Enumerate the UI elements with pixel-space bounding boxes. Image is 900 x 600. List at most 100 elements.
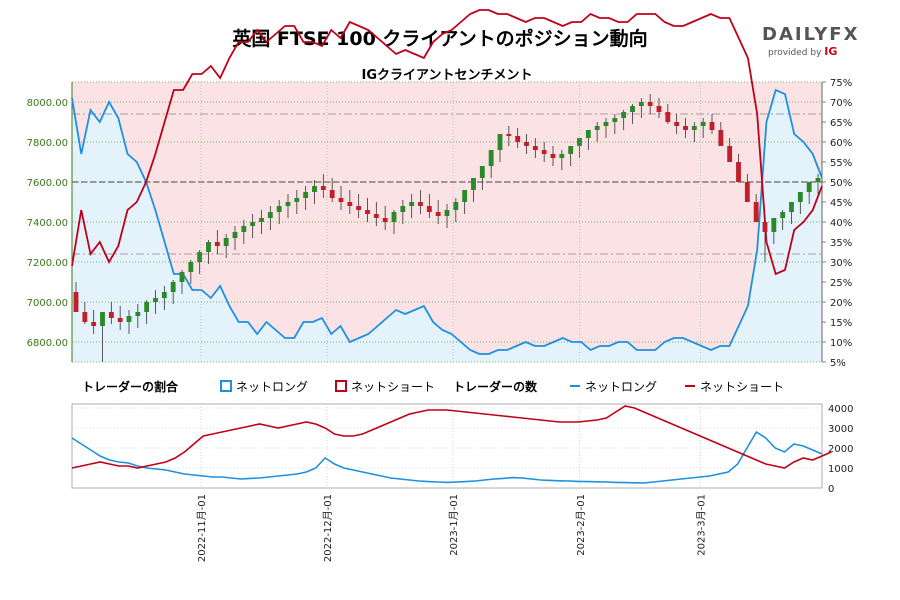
legend-ratio-short-label: ネットショート [351, 380, 435, 394]
candle-body [197, 252, 203, 262]
candle-body [541, 150, 547, 154]
ig-brand: IG [824, 45, 838, 58]
percent-tick-label: 30% [830, 258, 852, 269]
candle-body [206, 242, 211, 252]
candle-body [276, 206, 282, 212]
candle-body [497, 134, 503, 150]
date-tick-label: 2022-12月-01 [322, 494, 334, 562]
candle-body [806, 182, 812, 192]
percent-tick-label: 35% [830, 238, 852, 249]
candle-body [82, 312, 88, 322]
candle-body [170, 282, 176, 292]
candle-body [479, 166, 485, 178]
candle-body [727, 146, 733, 162]
candle-body [409, 202, 415, 206]
count-tick-label: 2000 [828, 444, 853, 455]
price-tick-label: 7800.00 [27, 138, 68, 149]
candle-body [435, 212, 441, 216]
net-short-line [71, 9, 823, 276]
candle-body [329, 190, 335, 198]
percent-tick-label: 40% [830, 218, 852, 229]
candle-body [815, 178, 821, 182]
count-tick-label: 3000 [828, 424, 853, 435]
candle-body [638, 102, 644, 106]
price-tick-label: 7200.00 [27, 258, 68, 269]
count-short-line [71, 405, 832, 469]
candle-body [365, 210, 370, 214]
candle-body [585, 130, 591, 138]
candle-body [762, 222, 768, 232]
candle-body [135, 312, 141, 316]
long-region-bg [72, 90, 822, 362]
percent-tick-label: 65% [830, 118, 852, 129]
price-tick-label: 6800.00 [27, 338, 68, 349]
candle-body [630, 106, 635, 112]
candle-body [285, 202, 291, 206]
candle-body [73, 292, 79, 312]
candle-body [718, 130, 724, 146]
candle-body [647, 102, 653, 106]
candle-body [400, 206, 406, 212]
legend-count-short-label: ネットショート [700, 380, 784, 394]
candle-body [603, 122, 609, 126]
candle-body [753, 202, 759, 222]
candle-body [250, 222, 256, 226]
candle-body [488, 150, 494, 166]
candle-body [356, 206, 362, 210]
count-tick-label: 0 [828, 484, 834, 495]
candle-body [188, 262, 194, 272]
candle-body [373, 214, 379, 218]
main-plot: 6800.00 7000.00 7200.00 7400.00 7600.00 7800.… [27, 9, 852, 369]
percent-tick-label: 55% [830, 158, 852, 169]
legend-ratio-long-swatch [220, 380, 232, 392]
candle-body [232, 232, 238, 238]
trader-count-plot: 0 1000 2000 3000 4000 2022-11月-01 2022-12月-01 2… [71, 403, 853, 562]
sentiment-subtitle: IGクライアントセンチメント [361, 68, 533, 83]
candle-body [789, 202, 794, 212]
candle-body [691, 126, 697, 130]
candle-body [91, 322, 97, 326]
candle-body [515, 136, 521, 142]
candle-body [559, 154, 565, 158]
candle-body [338, 198, 344, 202]
candle-body [797, 192, 803, 202]
count-tick-label: 4000 [828, 404, 853, 415]
legend-count-title: トレーダーの数 [453, 379, 538, 394]
count-tick-label: 1000 [828, 464, 853, 475]
candle-body [453, 202, 459, 210]
logo-provided-by: provided by IG [768, 45, 838, 58]
percent-tick-label: 45% [830, 198, 852, 209]
date-tick-label: 2023-1月-01 [448, 494, 460, 556]
candle-body [214, 242, 220, 246]
candle-body [771, 218, 777, 232]
candle-body [223, 238, 229, 246]
date-tick-label: 2023-3月-01 [696, 494, 708, 556]
percent-tick-label: 15% [830, 318, 852, 329]
candle-body [179, 272, 185, 282]
candle-body [312, 186, 317, 192]
candle-body [347, 202, 353, 206]
candle-body [153, 298, 158, 302]
candle-body [117, 318, 123, 322]
candle-body [126, 316, 132, 322]
price-tick-label: 7600.00 [27, 178, 68, 189]
percent-tick-label: 70% [830, 98, 852, 109]
date-tick-label: 2023-2月-01 [575, 494, 587, 556]
candle-body [709, 122, 715, 130]
candle-body [294, 198, 300, 202]
legend-ratio-long-label: ネットロング [236, 380, 308, 394]
candle-body [144, 302, 150, 312]
candle-body [532, 146, 538, 150]
percent-tick-label: 75% [830, 78, 852, 89]
price-tick-label: 7400.00 [27, 218, 68, 229]
candle-body [267, 212, 273, 218]
candle-body [550, 154, 556, 158]
candle-body [683, 126, 688, 130]
candle-body [594, 126, 600, 130]
candle-body [382, 218, 388, 222]
percent-tick-label: 60% [830, 138, 852, 149]
count-long-line [71, 430, 823, 484]
candle-body [621, 112, 627, 118]
candle-body [674, 122, 680, 126]
